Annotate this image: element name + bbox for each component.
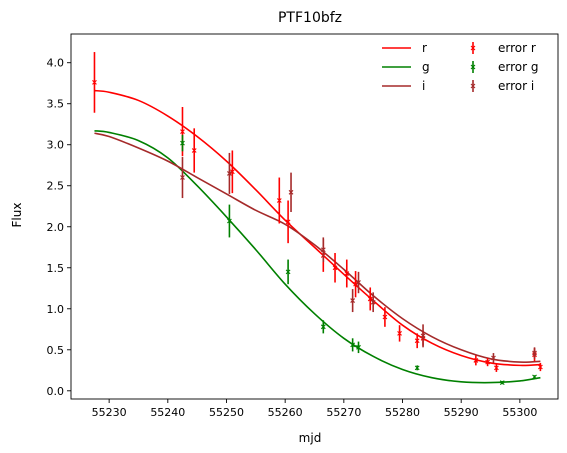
ticks-layer: 55230 55240 55250 55260 55270 55280 55290 55300… [47, 57, 538, 419]
data-point-i [288, 189, 294, 195]
y-tick-label: 2.0 [47, 221, 65, 234]
data-point-i [491, 355, 496, 361]
y-axis-label: Flux [10, 203, 24, 228]
data-point-i [370, 299, 376, 305]
legend-label-i: i [422, 79, 425, 93]
data-point-r [382, 314, 388, 320]
data-point-r [92, 80, 97, 85]
data-point-r [485, 359, 490, 365]
curve-r [94, 89, 541, 367]
legend-label-error-r: error r [498, 41, 536, 55]
x-tick-label: 55300 [502, 406, 537, 419]
y-tick-label: 4.0 [47, 57, 65, 70]
curve-g [94, 129, 541, 384]
y-tick-label: 2.5 [47, 180, 65, 193]
y-tick-label: 3.5 [47, 98, 65, 111]
curves-layer [94, 89, 541, 384]
x-tick-label: 55250 [209, 406, 244, 419]
y-tick-label: 1.5 [47, 262, 65, 275]
data-point-r [414, 338, 420, 344]
x-tick-label: 55230 [92, 406, 127, 419]
y-tick-label: 0.0 [47, 385, 65, 398]
x-tick-label: 55290 [444, 406, 479, 419]
points-layer [92, 52, 543, 385]
data-point-g [532, 374, 537, 380]
legend: r error r g error g i error i [382, 41, 538, 93]
data-point-g [350, 342, 356, 348]
data-point-r [494, 365, 499, 371]
data-point-r [276, 198, 282, 203]
data-point-r [332, 265, 338, 271]
data-point-r [353, 281, 358, 287]
data-point-g [320, 324, 326, 330]
data-point-g [180, 140, 185, 146]
x-tick-label: 55280 [385, 406, 420, 419]
data-point-r [473, 358, 479, 363]
data-point-i [350, 298, 356, 303]
data-point-r [191, 148, 197, 153]
legend-label-r: r [422, 41, 427, 55]
data-point-r [344, 271, 350, 276]
data-point-i [227, 171, 232, 176]
legend-marker-i [470, 83, 476, 89]
curve-i [94, 132, 541, 363]
x-axis-label: mjd [299, 431, 322, 445]
data-point-r [538, 364, 543, 370]
x-tick-label: 55260 [268, 406, 303, 419]
y-tick-label: 0.5 [47, 344, 65, 357]
data-point-i [532, 350, 537, 356]
legend-label-error-i: error i [498, 79, 534, 93]
data-point-g [285, 269, 291, 275]
data-point-g [414, 365, 420, 371]
data-point-r [180, 129, 185, 134]
data-point-i [320, 247, 326, 253]
legend-label-g: g [422, 60, 430, 74]
data-point-i [356, 280, 361, 285]
legend-marker-r [470, 45, 476, 51]
legend-marker-g [470, 64, 476, 70]
data-point-r [397, 330, 402, 336]
data-point-g [499, 380, 505, 385]
plot-frame [70, 33, 559, 400]
x-tick-label: 55270 [326, 406, 361, 419]
y-tick-label: 3.0 [47, 139, 65, 152]
data-point-g [227, 218, 232, 224]
legend-label-error-g: error g [498, 60, 538, 74]
y-tick-label: 1.0 [47, 303, 65, 316]
data-point-r [229, 169, 235, 175]
x-tick-label: 55240 [150, 406, 185, 419]
data-point-r [285, 219, 291, 225]
chart-title: PTF10bfz [278, 10, 342, 26]
data-point-i [180, 175, 185, 180]
data-point-i [420, 333, 426, 339]
data-point-g [356, 344, 361, 350]
